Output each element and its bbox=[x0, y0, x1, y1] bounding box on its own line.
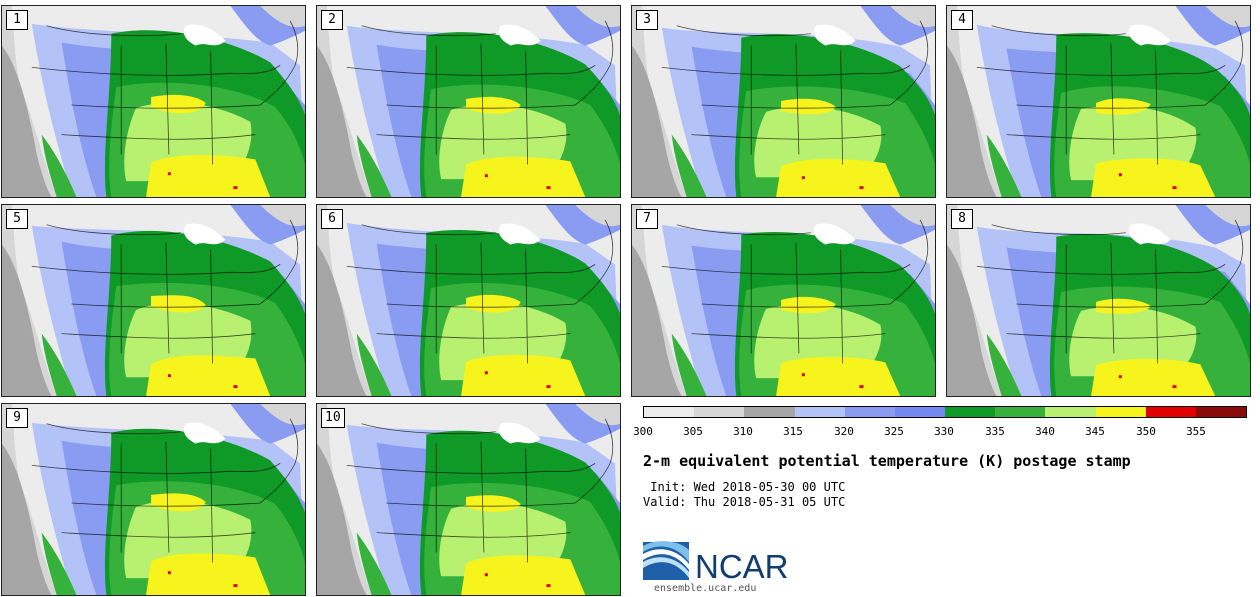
colorbar-segment bbox=[1095, 407, 1146, 417]
plot-title: 2-m equivalent potential temperature (K)… bbox=[643, 452, 1131, 470]
member-number: 10 bbox=[321, 408, 345, 428]
member-panel: 6 bbox=[316, 204, 621, 397]
member-panel: 7 bbox=[631, 204, 936, 397]
ept-map bbox=[2, 6, 305, 197]
member-panel: 5 bbox=[1, 204, 306, 397]
member-panel: 3 bbox=[631, 5, 936, 198]
colorbar-segment bbox=[894, 407, 946, 417]
member-number: 3 bbox=[636, 10, 658, 30]
site-url: ensemble.ucar.edu bbox=[654, 583, 757, 594]
ncar-logo-text: NCAR bbox=[695, 548, 789, 582]
member-panel: 10 bbox=[316, 403, 621, 596]
ept-map bbox=[317, 404, 620, 595]
member-number: 5 bbox=[6, 209, 28, 229]
ncar-logo: NCAR bbox=[643, 540, 793, 585]
colorbar-segment bbox=[1145, 407, 1196, 417]
member-number: 2 bbox=[321, 10, 343, 30]
colorbar-segment bbox=[744, 407, 795, 417]
colorbar-segment bbox=[995, 407, 1046, 417]
colorbar-segment bbox=[1195, 407, 1247, 417]
colorbar-tick: 305 bbox=[683, 425, 703, 438]
member-panel: 9 bbox=[1, 403, 306, 596]
ept-map bbox=[632, 205, 935, 396]
ncar-logo-graphic: NCAR bbox=[643, 541, 789, 585]
colorbar-segment bbox=[794, 407, 845, 417]
ept-map bbox=[2, 205, 305, 396]
colorbar bbox=[643, 406, 1247, 418]
member-number: 6 bbox=[321, 209, 343, 229]
colorbar-tick: 345 bbox=[1085, 425, 1105, 438]
colorbar-tick: 355 bbox=[1186, 425, 1206, 438]
colorbar-tick: 350 bbox=[1136, 425, 1156, 438]
colorbar-tick: 320 bbox=[834, 425, 854, 438]
colorbar-tick: 340 bbox=[1035, 425, 1055, 438]
member-panel: 2 bbox=[316, 5, 621, 198]
colorbar-segment bbox=[644, 407, 695, 417]
colorbar-segment bbox=[694, 407, 745, 417]
colorbar-tick: 315 bbox=[783, 425, 803, 438]
ept-map bbox=[632, 6, 935, 197]
ept-map bbox=[317, 6, 620, 197]
member-number: 8 bbox=[951, 209, 973, 229]
colorbar-segment bbox=[844, 407, 895, 417]
member-panel: 8 bbox=[946, 204, 1251, 397]
ept-map bbox=[2, 404, 305, 595]
init-time: Init: Wed 2018-05-30 00 UTC bbox=[643, 480, 846, 494]
member-panel: 4 bbox=[946, 5, 1251, 198]
colorbar-tick: 325 bbox=[884, 425, 904, 438]
ept-map bbox=[947, 205, 1250, 396]
colorbar-segment bbox=[1045, 407, 1096, 417]
colorbar-segment bbox=[945, 407, 996, 417]
member-number: 1 bbox=[6, 10, 28, 30]
colorbar-tick: 330 bbox=[934, 425, 954, 438]
member-number: 4 bbox=[951, 10, 973, 30]
member-number: 9 bbox=[6, 408, 28, 428]
ept-map bbox=[317, 205, 620, 396]
member-number: 7 bbox=[636, 209, 658, 229]
ept-map bbox=[947, 6, 1250, 197]
colorbar-tick: 310 bbox=[733, 425, 753, 438]
member-panel: 1 bbox=[1, 5, 306, 198]
colorbar-tick: 300 bbox=[633, 425, 653, 438]
colorbar-tick: 335 bbox=[985, 425, 1005, 438]
valid-time: Valid: Thu 2018-05-31 05 UTC bbox=[643, 495, 846, 509]
